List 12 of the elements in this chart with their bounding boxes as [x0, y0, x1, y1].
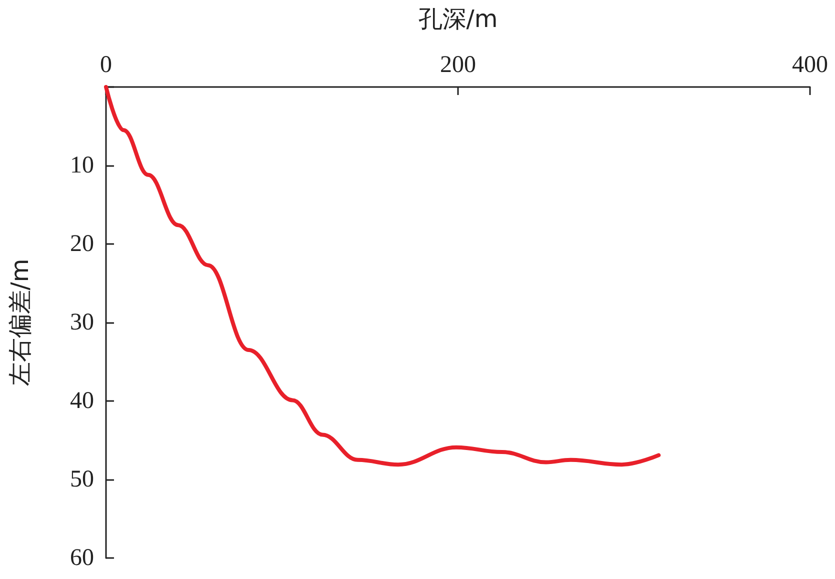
x-tick-label: 400	[792, 52, 828, 78]
y-axis-title: 左右偏差/m	[6, 258, 34, 386]
x-axis-title: 孔深/m	[418, 5, 498, 33]
x-tick-label: 0	[100, 52, 112, 78]
y-tick-label: 30	[70, 310, 94, 336]
x-tick-label: 200	[440, 52, 476, 78]
y-tick-label: 60	[70, 545, 94, 571]
y-tick-label: 40	[70, 388, 94, 414]
y-tick-label: 10	[70, 152, 94, 178]
line-series	[104, 85, 661, 467]
y-tick-label: 20	[70, 231, 94, 257]
y-tick-label: 50	[70, 466, 94, 492]
